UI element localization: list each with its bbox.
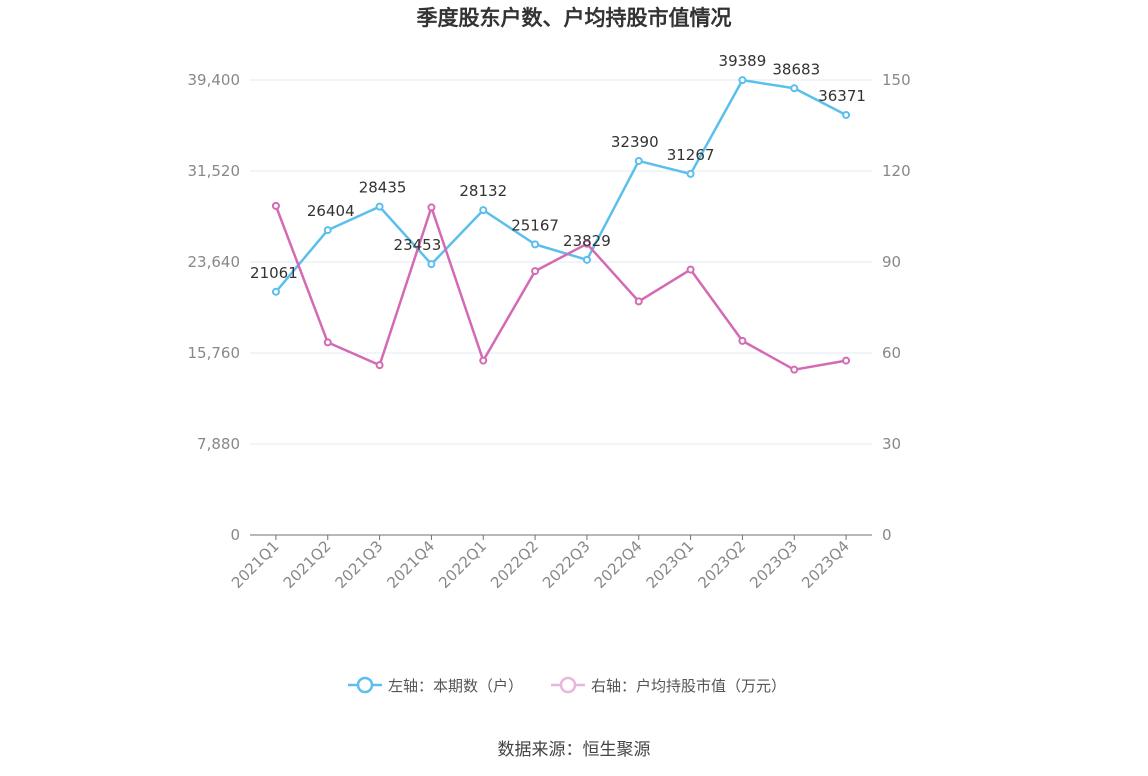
data-point[interactable] — [790, 365, 799, 374]
legend-label: 右轴：户均持股市值（万元） — [591, 677, 786, 695]
x-axis: 2021Q12021Q22021Q32021Q42022Q12022Q22022… — [228, 534, 872, 592]
data-point[interactable] — [479, 206, 488, 215]
data-point[interactable] — [582, 255, 591, 264]
x-tick-label: 2021Q3 — [332, 537, 387, 592]
x-tick-label: 2022Q2 — [487, 537, 542, 592]
data-point[interactable] — [842, 356, 851, 365]
data-point[interactable] — [427, 203, 436, 212]
data-point[interactable] — [686, 265, 695, 274]
left-axis: 0 7,880 15,760 23,640 31,520 39,400 — [188, 71, 241, 544]
data-label: 23453 — [394, 236, 442, 254]
x-tick-label: 2021Q4 — [383, 537, 438, 592]
data-point[interactable] — [634, 297, 643, 306]
data-point[interactable] — [738, 336, 747, 345]
data-point[interactable] — [842, 110, 851, 119]
data-point[interactable] — [531, 240, 540, 249]
data-point[interactable] — [531, 267, 540, 276]
data-label: 26404 — [307, 202, 355, 220]
data-label: 36371 — [818, 87, 866, 105]
data-point[interactable] — [271, 287, 280, 296]
series-lines — [271, 76, 851, 374]
legend-label: 左轴：本期数（户） — [388, 677, 523, 695]
chart-title: 季度股东户数、户均持股市值情况 — [417, 6, 732, 30]
series-line — [274, 78, 847, 293]
left-tick-label: 23,640 — [188, 253, 241, 271]
right-tick-label: 120 — [882, 162, 911, 180]
data-point[interactable] — [375, 202, 384, 211]
data-point[interactable] — [427, 260, 436, 269]
data-point[interactable] — [479, 356, 488, 365]
data-label: 38683 — [772, 60, 820, 78]
data-point[interactable] — [738, 76, 747, 85]
x-tick-label: 2022Q1 — [435, 537, 490, 592]
legend-marker-icon — [559, 676, 577, 694]
grid — [250, 79, 872, 445]
right-tick-label: 60 — [882, 344, 901, 362]
data-label: 31267 — [667, 146, 715, 164]
right-tick-label: 0 — [882, 526, 892, 544]
right-tick-label: 30 — [882, 435, 901, 453]
right-tick-label: 90 — [882, 253, 901, 271]
data-label: 28132 — [459, 182, 507, 200]
x-tick-label: 2023Q1 — [643, 537, 698, 592]
data-label: 23829 — [563, 232, 611, 250]
x-tick-label: 2022Q3 — [539, 537, 594, 592]
data-point[interactable] — [375, 361, 384, 370]
x-tick-label: 2023Q3 — [746, 537, 801, 592]
left-tick-label: 15,760 — [188, 344, 241, 362]
data-point[interactable] — [686, 169, 695, 178]
data-point[interactable] — [271, 201, 280, 210]
data-point[interactable] — [634, 156, 643, 165]
right-axis: 0 30 60 90 120 150 — [882, 71, 911, 544]
source-text: 数据来源：恒生聚源 — [498, 740, 651, 760]
data-point[interactable] — [323, 338, 332, 347]
data-point[interactable] — [582, 239, 591, 248]
x-tick-label: 2021Q1 — [228, 537, 283, 592]
data-label: 39389 — [719, 52, 767, 70]
right-tick-label: 150 — [882, 71, 911, 89]
data-point[interactable] — [323, 226, 332, 235]
data-point[interactable] — [790, 84, 799, 93]
data-label: 28435 — [359, 179, 407, 197]
legend-item-1[interactable]: 右轴：户均持股市值（万元） — [551, 676, 786, 695]
x-tick-label: 2023Q2 — [694, 537, 749, 592]
left-tick-label: 31,520 — [188, 162, 241, 180]
series-line — [274, 205, 847, 371]
data-label: 32390 — [611, 133, 659, 151]
x-tick-label: 2023Q4 — [798, 537, 853, 592]
legend[interactable]: 左轴：本期数（户） 右轴：户均持股市值（万元） — [348, 676, 786, 695]
series-0 — [271, 76, 851, 296]
data-label: 25167 — [511, 216, 559, 234]
x-tick-label: 2022Q4 — [591, 537, 646, 592]
legend-marker-icon — [356, 676, 374, 694]
data-label: 21061 — [250, 264, 298, 282]
left-tick-label: 39,400 — [188, 71, 241, 89]
series-1 — [271, 201, 851, 374]
left-tick-label: 0 — [230, 526, 240, 544]
legend-item-0[interactable]: 左轴：本期数（户） — [348, 676, 523, 695]
left-tick-label: 7,880 — [197, 435, 240, 453]
x-tick-label: 2021Q2 — [280, 537, 335, 592]
